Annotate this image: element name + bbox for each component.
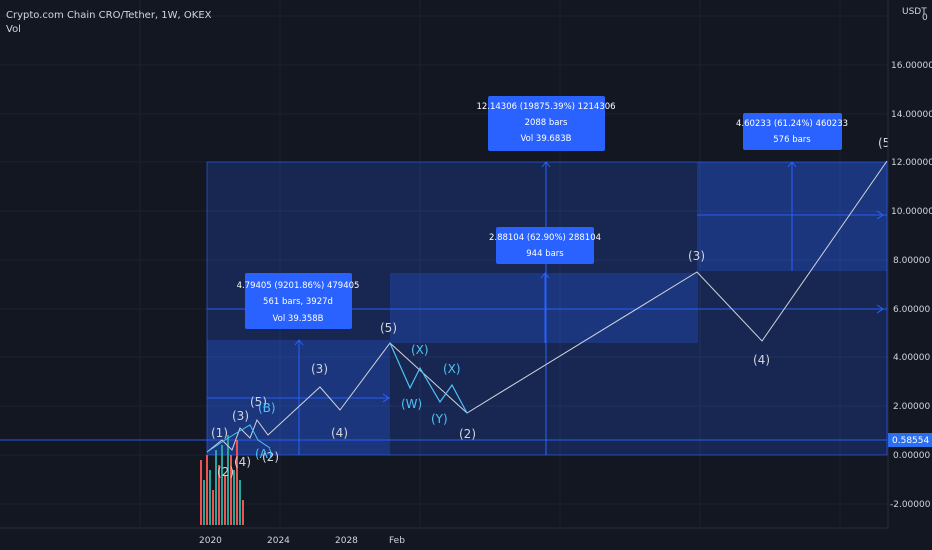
wave-label-4: (4) [234,455,251,469]
price-tag-value: 0.58554 [892,436,929,446]
info-box-3-line-1: 2.88104 (62.90%) 288104 [489,233,601,243]
white-wave-line [206,160,888,453]
cyan-wave-line-early [206,424,271,453]
wave-label-w: (W) [401,397,422,411]
wave-label-4b: (4) [331,426,348,440]
x-tick-2020: 2020 [199,536,222,546]
wave-label-x2: (X) [443,362,461,376]
chart-header: Crypto.com Chain CRO/Tether, 1W, OKEX Vo… [6,10,212,35]
candles [200,435,244,525]
wave-label-2: (2) [217,465,234,479]
info-box-3-line-2: 944 bars [526,249,564,259]
wave-label-1: (1) [211,426,228,440]
wave-label-5b: (5) [380,321,397,335]
wave-label-2b: (2) [262,450,279,464]
info-box-2-line-1: 12.14306 (19875.39%) 1214306 [476,102,615,112]
info-box-3: 2.88104 (62.90%) 288104 944 bars [489,227,601,264]
price-tag [888,433,932,447]
info-box-2: 12.14306 (19875.39%) 1214306 2088 bars V… [476,96,616,151]
wave-label-b: (B) [258,401,276,415]
wave-label-x1: (X) [411,343,429,357]
price-axis[interactable]: USDT 0 16.00000 14.00000 12.00000 10.000… [887,0,932,550]
info-box-4: 4.60233 (61.24%) 460233 576 bars [736,113,848,150]
y-tick-0: 0.00000 [893,451,930,461]
x-tick-feb: Feb [389,536,405,546]
y-tick-8: 8.00000 [893,256,930,266]
y-tick-12: 12.00000 [891,158,932,168]
info-box-1-line-3: Vol 39.358B [273,314,324,324]
pair-title: Crypto.com Chain CRO/Tether, 1W, OKEX [6,10,212,21]
white-wave-labels: (1) (2) (3) (4) (5) (2) (3) (4) (5) (2) … [211,136,895,479]
time-axis[interactable]: 2020 2024 2028 Feb [0,527,888,550]
y-tick-10: 10.00000 [891,207,932,217]
y-tick-neg2: -2.00000 [890,500,931,510]
y-tick-4: 4.00000 [893,353,930,363]
wave-label-5: (5) [250,395,267,409]
cyan-wave-labels: (X) (W) (Y) (X) (B) (A) [255,343,461,461]
x-tick-2024: 2024 [267,536,290,546]
info-box-2-line-2: 2088 bars [525,118,568,128]
info-box-1-line-1: 4.79405 (9201.86%) 479405 [237,281,360,291]
volume-label: Vol [6,24,21,35]
info-box-2-line-3: Vol 39.683B [521,134,572,144]
wave-label-2c: (2) [459,427,476,441]
info-box-4-line-2: 576 bars [773,135,811,145]
wave-label-4c: (4) [753,353,770,367]
y-tick-14: 14.00000 [891,110,932,120]
wave-label-a: (A) [255,447,273,461]
wave-label-y: (Y) [431,412,448,426]
wave-label-3c: (3) [688,249,705,263]
cyan-wave-line [389,342,468,414]
axis-currency-value: 0 [922,13,928,23]
info-box-4-line-1: 4.60233 (61.24%) 460233 [736,119,848,129]
info-box-1-line-2: 561 bars, 3927d [263,297,333,307]
axis-currency-label: USDT [902,7,927,17]
measure-rect-mid [390,273,698,343]
wave-label-3b: (3) [311,362,328,376]
v-arrows [294,161,884,455]
y-tick-2: 2.00000 [893,402,930,412]
y-tick-6: 6.00000 [893,305,930,315]
x-tick-2028: 2028 [335,536,358,546]
wave-label-3: (3) [232,409,249,423]
y-tick-16: 16.00000 [891,61,932,71]
info-box-1: 4.79405 (9201.86%) 479405 561 bars, 3927… [237,273,360,329]
